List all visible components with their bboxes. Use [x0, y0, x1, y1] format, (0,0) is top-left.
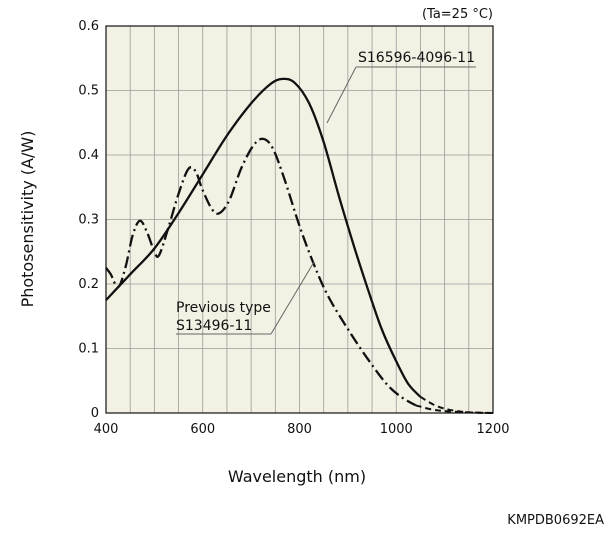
- y-tick-label: 0.3: [78, 213, 99, 228]
- annotations: S16596-4096-11 Previous type S13496-11: [176, 50, 476, 335]
- condition-note: (Ta=25 °C): [422, 7, 493, 22]
- y-tick-label: 0.2: [78, 277, 99, 292]
- annotation-leader-s16596: [326, 66, 357, 124]
- x-tick-label: 400: [94, 422, 119, 437]
- series-tail-s16596: [419, 396, 494, 414]
- y-tick-label: 0: [91, 406, 99, 421]
- label-s16596: S16596-4096-11: [358, 50, 475, 66]
- x-tick-label: 1200: [476, 422, 509, 437]
- x-tick-label: 1000: [380, 422, 413, 437]
- label-previous-line2: S13496-11: [176, 318, 252, 334]
- x-tick-label: 600: [190, 422, 215, 437]
- y-tick-label: 0.5: [78, 84, 99, 99]
- tick-labels: 400 600 800 1000 1200 0 0.1 0.2 0.3 0.4 0.5 0.6: [78, 19, 509, 437]
- x-axis-title: Wavelength (nm): [228, 467, 366, 486]
- x-tick-label: 800: [287, 422, 312, 437]
- figure-code: KMPDB0692EA: [507, 513, 604, 528]
- label-previous-line1: Previous type: [176, 300, 271, 316]
- grid: [106, 26, 493, 413]
- annotation-leader-previous: [270, 261, 315, 335]
- series-line-previous: [105, 137, 417, 407]
- series-layer: [105, 77, 494, 414]
- series-tail-previous: [415, 404, 494, 414]
- y-tick-label: 0.1: [78, 342, 99, 357]
- series-line-s16596: [105, 77, 422, 398]
- y-tick-label: 0.6: [78, 19, 99, 34]
- y-axis-title: Photosensitivity (A/W): [18, 131, 37, 308]
- plot-frame: [105, 25, 494, 414]
- y-tick-label: 0.4: [78, 148, 99, 163]
